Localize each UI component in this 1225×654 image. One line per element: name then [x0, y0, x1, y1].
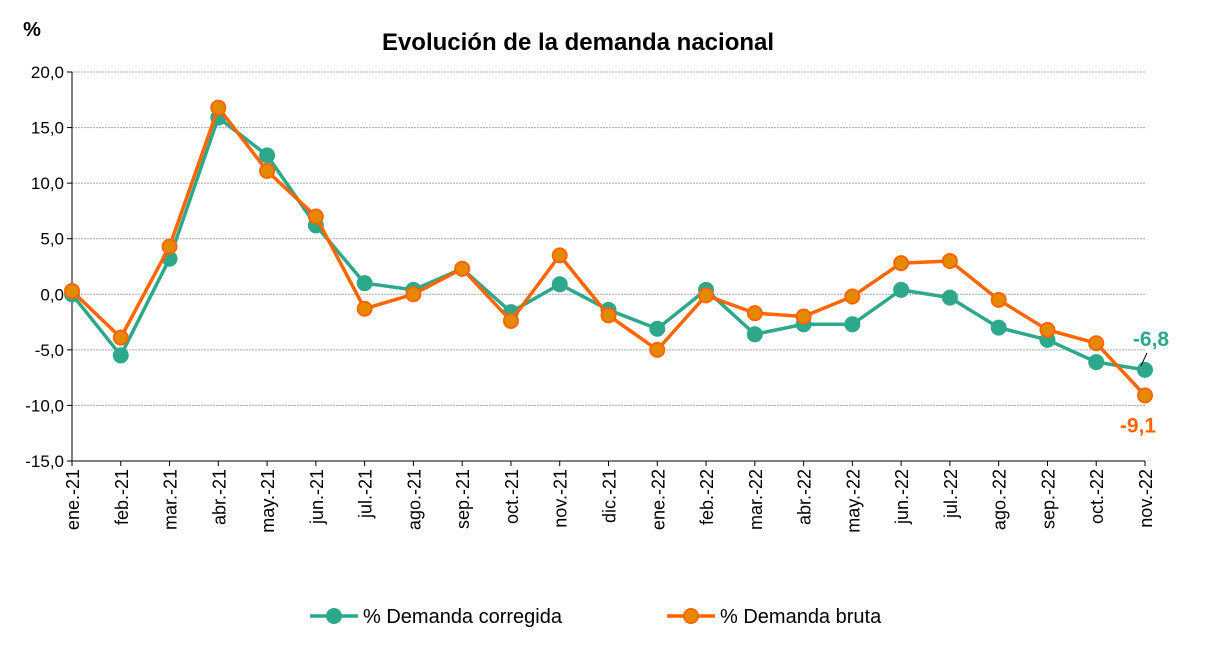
data-point: [698, 287, 715, 304]
data-point: [746, 326, 763, 343]
data-point: [259, 147, 276, 164]
data-point: [307, 208, 324, 225]
x-tick-label: sep.-21: [453, 469, 473, 529]
y-axis-label: %: [23, 19, 41, 41]
x-tick-label: ene.-22: [648, 469, 668, 530]
data-point: [1088, 335, 1105, 352]
x-tick-label: ago.-22: [990, 469, 1010, 530]
series-line-0: [70, 114, 1146, 372]
data-point: [502, 312, 519, 329]
x-tick-label: nov.-22: [1136, 469, 1156, 528]
data-point: [990, 291, 1007, 308]
y-tick-label: 20,0: [31, 63, 64, 82]
data-point: [649, 320, 666, 337]
data-point: [356, 275, 373, 292]
data-point: [454, 260, 471, 277]
data-point: [405, 286, 422, 303]
data-point: [795, 308, 812, 325]
x-tick-label: jul.-22: [941, 469, 961, 519]
data-point: [746, 305, 763, 322]
y-tick-label: -10,0: [25, 396, 64, 415]
x-tick-label: may.-21: [258, 469, 278, 533]
x-tick-label: ene.-21: [63, 469, 83, 530]
data-point: [551, 276, 568, 293]
x-tick-label: feb.-22: [697, 469, 717, 525]
x-tick-label: feb.-21: [112, 469, 132, 525]
series-line-1: [70, 103, 1147, 397]
end-label-corregida: -6,8: [1133, 328, 1170, 351]
x-tick-label: oct.-22: [1087, 469, 1107, 524]
x-tick-label: sep.-22: [1038, 469, 1058, 529]
legend-label: % Demanda corregida: [363, 606, 563, 628]
data-point: [210, 99, 227, 116]
y-tick-label: 15,0: [31, 119, 64, 138]
data-point: [1039, 321, 1056, 338]
leader-line: [1140, 352, 1148, 367]
x-tick-label: ago.-21: [404, 469, 424, 530]
data-point: [600, 307, 617, 324]
legend-marker: [326, 608, 342, 624]
y-tick-label: -5,0: [35, 341, 64, 360]
data-point: [893, 255, 910, 272]
x-tick-label: mar.-22: [746, 469, 766, 530]
y-tick-label: 10,0: [31, 174, 64, 193]
data-point: [112, 347, 129, 364]
data-point: [259, 162, 276, 179]
x-tick-label: abr.-21: [209, 469, 229, 525]
data-point: [1137, 387, 1153, 404]
end-label-bruta: -9,1: [1120, 414, 1157, 437]
data-point: [893, 281, 910, 298]
legend-label: % Demanda bruta: [720, 606, 882, 628]
y-tick-label: -15,0: [25, 452, 64, 471]
legend-marker: [683, 608, 699, 624]
data-point: [1088, 354, 1105, 371]
x-tick-label: abr.-22: [795, 469, 815, 525]
data-point: [161, 238, 178, 255]
data-point: [356, 300, 373, 317]
data-point: [64, 282, 80, 299]
chart-title: Evolución de la demanda nacional: [382, 29, 774, 56]
data-point: [941, 289, 958, 306]
x-tick-label: dic.-21: [600, 469, 620, 523]
x-tick-label: may.-22: [843, 469, 863, 533]
x-tick-label: oct.-21: [502, 469, 522, 524]
data-point: [844, 316, 861, 333]
x-tick-label: jun.-21: [307, 469, 327, 525]
data-point: [990, 319, 1007, 336]
data-point: [844, 288, 861, 305]
data-point: [551, 247, 568, 264]
x-tick-label: mar.-21: [161, 469, 181, 530]
x-tick-label: jun.-22: [892, 469, 912, 525]
y-tick-label: 5,0: [40, 230, 64, 249]
data-point: [941, 252, 958, 269]
x-tick-label: jul.-21: [356, 469, 376, 519]
y-tick-label: 0,0: [40, 285, 64, 304]
data-point: [1137, 361, 1153, 378]
data-point: [112, 329, 129, 346]
x-tick-label: nov.-21: [551, 469, 571, 528]
data-point: [649, 341, 666, 358]
